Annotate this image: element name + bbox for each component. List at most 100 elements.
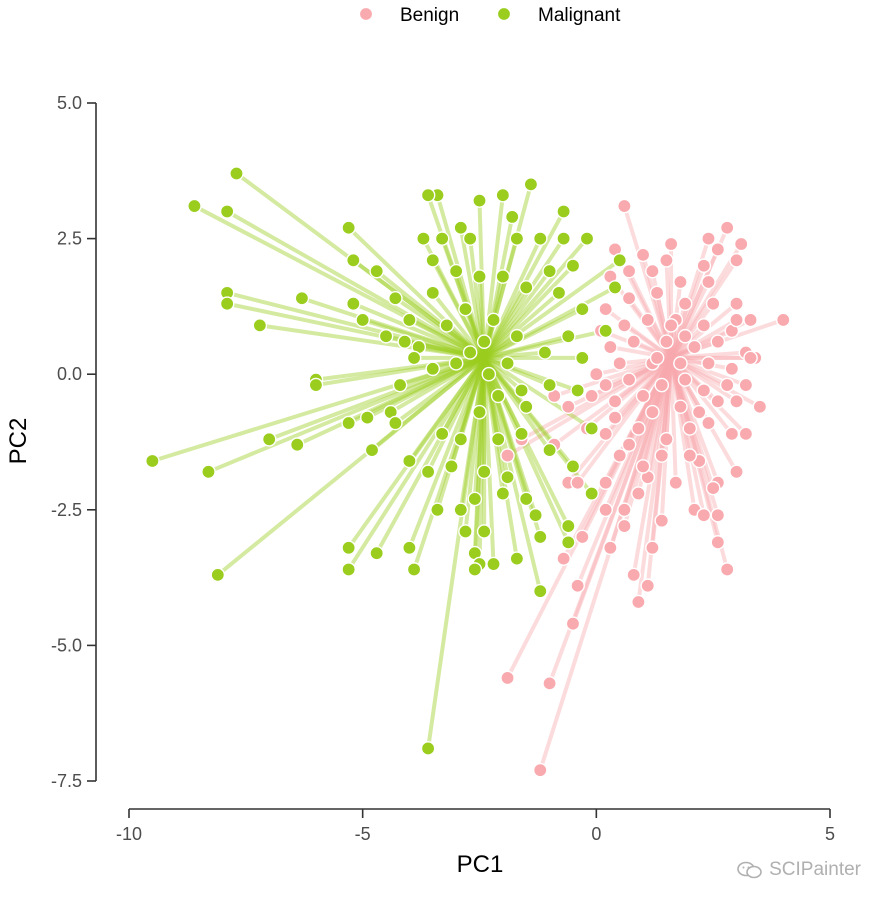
point-benign: [705, 296, 721, 311]
point-benign: [556, 551, 571, 566]
point-malignant: [490, 388, 506, 404]
ray-malignant: [482, 237, 566, 360]
ray-malignant: [472, 357, 487, 570]
point-malignant: [500, 356, 515, 371]
point-malignant: [551, 285, 567, 301]
point-benign: [631, 594, 646, 610]
ray-malignant: [482, 356, 528, 409]
point-benign: [631, 486, 646, 501]
point-malignant: [187, 198, 202, 214]
point-malignant: [210, 567, 226, 583]
x-tick-label: 0: [591, 824, 601, 844]
point-benign: [532, 762, 548, 778]
ray-malignant: [226, 301, 485, 360]
ray-malignant: [370, 356, 486, 452]
point-malignant: [518, 491, 534, 507]
point-malignant: [346, 296, 361, 311]
point-benign: [640, 312, 656, 328]
watermark-text: SCIPainter: [769, 859, 861, 880]
point-benign: [701, 231, 716, 246]
point-malignant: [518, 399, 534, 415]
point-malignant: [341, 220, 356, 236]
centroid-rays: [151, 171, 784, 771]
point-benign: [565, 616, 581, 632]
point-malignant: [467, 562, 483, 577]
point-malignant: [425, 285, 441, 301]
point-benign: [691, 404, 707, 420]
y-tick-label: -5.0: [51, 635, 82, 655]
point-malignant: [565, 459, 581, 474]
point-malignant: [430, 502, 445, 518]
point-benign: [733, 236, 749, 252]
point-malignant: [579, 231, 595, 246]
point-benign: [560, 399, 576, 415]
point-benign: [696, 258, 712, 274]
ray-malignant: [226, 290, 485, 360]
point-malignant: [565, 258, 581, 274]
ray-benign: [506, 356, 673, 458]
ray-malignant: [375, 269, 486, 360]
point-benign: [719, 220, 735, 236]
ray-malignant: [449, 357, 487, 467]
point-benign: [701, 274, 716, 290]
point-malignant: [341, 540, 356, 556]
ray-malignant: [193, 204, 486, 360]
ray-malignant: [458, 357, 487, 440]
point-malignant: [518, 280, 534, 295]
point-benign: [584, 388, 599, 404]
ray-malignant: [483, 356, 593, 431]
point-malignant: [392, 377, 408, 393]
ray-malignant: [482, 269, 552, 360]
ray-benign: [636, 357, 673, 430]
point-malignant: [397, 334, 413, 349]
point-malignant: [341, 562, 356, 577]
point-malignant: [402, 453, 417, 469]
point-benign: [500, 670, 515, 686]
point-malignant: [448, 263, 464, 279]
ray-benign: [622, 205, 674, 359]
point-benign: [645, 540, 660, 556]
ray-malignant: [346, 356, 486, 571]
point-malignant: [514, 383, 529, 398]
point-benign: [575, 529, 590, 545]
point-benign: [738, 377, 754, 393]
ray-benign: [670, 328, 733, 360]
ray-malignant: [482, 357, 529, 500]
ray-malignant: [483, 334, 569, 360]
ray-malignant: [226, 209, 486, 360]
point-benign: [659, 334, 674, 349]
point-benign: [542, 676, 557, 691]
point-benign: [743, 350, 758, 366]
ray-malignant: [407, 356, 486, 463]
point-malignant: [346, 252, 361, 268]
ray-malignant: [483, 356, 579, 393]
ray-benign: [669, 357, 678, 483]
point-malignant: [425, 361, 441, 377]
x-axis: -10 -5 0 5: [116, 808, 835, 844]
legend-key-malignant: [496, 6, 512, 22]
point-benign: [663, 318, 679, 333]
ray-malignant: [482, 291, 561, 360]
ray-malignant: [482, 356, 523, 392]
point-malignant: [252, 318, 268, 333]
point-benign: [645, 404, 660, 420]
point-malignant: [462, 231, 478, 246]
point-malignant: [537, 345, 553, 360]
point-malignant: [261, 431, 277, 447]
y-tick-label: -2.5: [51, 500, 82, 520]
point-malignant: [509, 551, 525, 566]
point-benign: [724, 361, 740, 377]
point-benign: [570, 578, 585, 594]
point-malignant: [406, 562, 422, 577]
point-benign: [631, 421, 646, 436]
point-malignant: [425, 252, 441, 268]
point-malignant: [486, 556, 501, 572]
ray-benign: [669, 303, 688, 359]
point-benign: [598, 301, 613, 317]
point-benign: [654, 448, 670, 463]
point-malignant: [612, 252, 628, 268]
point-benign: [570, 475, 585, 490]
point-malignant: [467, 491, 483, 507]
point-malignant: [495, 187, 511, 203]
point-benign: [682, 421, 698, 436]
